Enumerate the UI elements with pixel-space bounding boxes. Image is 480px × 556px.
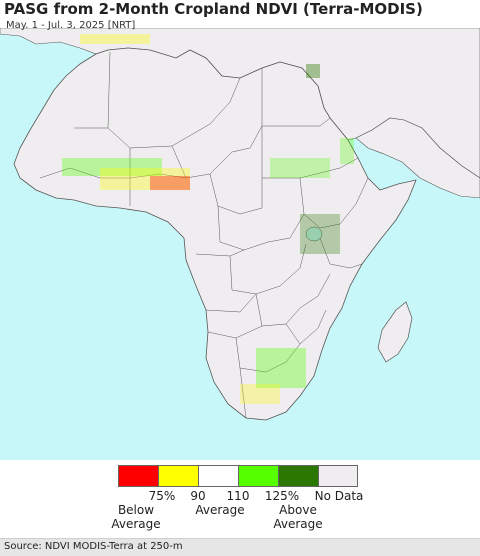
legend-label-above-average: Above Average: [273, 503, 323, 531]
source-credit: Source: NDVI MODIS-Terra at 250-m: [4, 541, 183, 552]
legend-swatch-90-110: [198, 465, 238, 487]
legend-label-average: Average: [195, 503, 245, 517]
legend-swatch-no-data: [318, 465, 358, 487]
legend-swatch-75-90: [158, 465, 198, 487]
africa-map: [0, 28, 480, 460]
legend-tick-75: 75%: [148, 489, 176, 503]
legend-tick-no-data: No Data: [314, 489, 364, 503]
legend-tick-110: 110: [226, 489, 250, 503]
madagascar: [377, 301, 413, 363]
ndvi-speckles: [62, 34, 354, 404]
legend-swatch-110-125: [238, 465, 278, 487]
africa-landmass: [13, 47, 417, 421]
legend-swatch-below-75: [118, 465, 158, 487]
lake-victoria: [305, 226, 323, 242]
legend: [118, 465, 358, 487]
country-borders: [39, 51, 369, 419]
legend-swatch-above-125: [278, 465, 318, 487]
date-range: May. 1 - Jul. 3, 2025 [NRT]: [6, 20, 136, 31]
map-title: PASG from 2-Month Cropland NDVI (Terra-M…: [4, 0, 423, 18]
footer-bar: Source: NDVI MODIS-Terra at 250-m: [0, 538, 480, 556]
legend-tick-90: 90: [190, 489, 206, 503]
arabian-peninsula: [355, 117, 480, 199]
legend-swatches: [118, 465, 358, 487]
map-svg: [0, 28, 480, 421]
legend-label-below-average: Below Average: [111, 503, 161, 531]
legend-tick-125: 125%: [264, 489, 300, 503]
